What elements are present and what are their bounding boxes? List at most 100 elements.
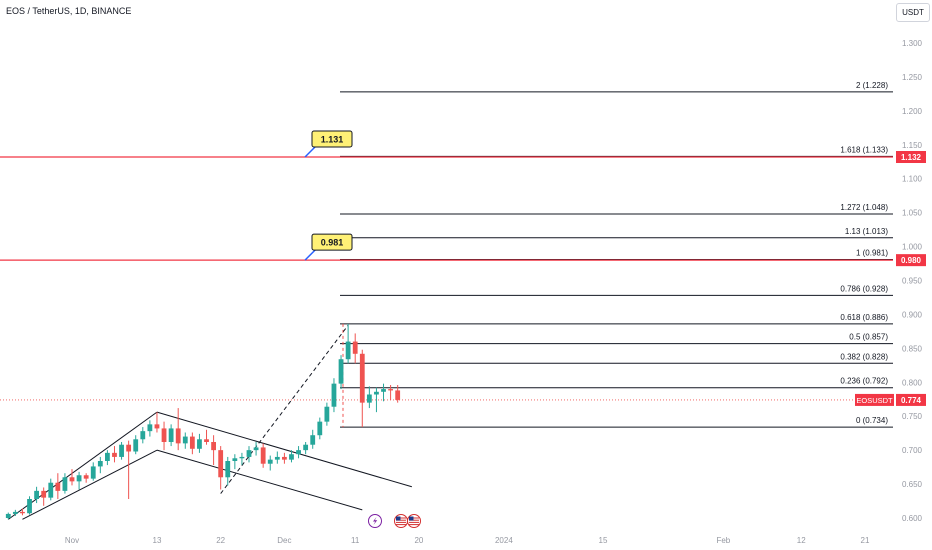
candle xyxy=(274,451,280,464)
candle-body xyxy=(359,353,365,403)
candle-body xyxy=(388,389,393,391)
candle-body xyxy=(282,456,287,460)
candle xyxy=(296,446,301,459)
candle-body xyxy=(55,482,61,491)
candle xyxy=(246,446,252,463)
candle-body xyxy=(140,431,146,440)
candle-body xyxy=(218,450,224,478)
fib-level-label: 1.272 (1.048) xyxy=(840,203,888,212)
candle xyxy=(260,443,266,468)
fib-level-label: 0.618 (0.886) xyxy=(840,313,888,322)
price-axis[interactable]: 0.600 0.650 0.700 0.750 0.800 0.850 0.900 0.950… xyxy=(902,39,923,523)
flag-icon-circle xyxy=(394,514,408,528)
candle-body xyxy=(76,475,82,482)
fib-level-label: 2 (1.228) xyxy=(856,81,888,90)
trendline xyxy=(156,449,363,511)
candle xyxy=(225,456,231,486)
candle-body xyxy=(20,511,25,514)
candle-body xyxy=(161,428,167,442)
candle xyxy=(267,455,273,471)
fib-level-label: 1 (0.981) xyxy=(856,248,888,257)
candle-body xyxy=(97,461,103,467)
candle-body xyxy=(317,421,323,436)
candle-body xyxy=(225,461,231,478)
candle xyxy=(62,473,68,494)
candle-body xyxy=(112,452,117,457)
current-price-box xyxy=(896,393,926,406)
x-tick-label: Feb xyxy=(716,536,730,545)
fib-level-label: 0 (0.734) xyxy=(856,416,888,425)
flag-canton xyxy=(409,516,414,521)
candle-body xyxy=(189,436,195,449)
candle xyxy=(381,383,386,402)
flag-icon-circle xyxy=(407,514,421,528)
candle xyxy=(133,435,139,455)
candle xyxy=(5,512,11,520)
x-tick-label: 12 xyxy=(797,536,806,545)
candle xyxy=(34,486,39,504)
time-axis[interactable]: Nov 13 22 Dec 11 20 2024 15 Feb 12 21 xyxy=(65,536,870,545)
symbol-title[interactable]: EOS / TetherUS, 1D, BINANCE xyxy=(6,6,132,16)
candle-body xyxy=(168,428,174,442)
candle xyxy=(289,450,294,463)
candle xyxy=(239,452,245,466)
y-tick-label: 1.150 xyxy=(902,141,923,150)
candle xyxy=(140,427,146,444)
fib-level-label: 0.5 (0.857) xyxy=(849,333,888,342)
candle xyxy=(359,349,365,428)
candle-body xyxy=(182,436,188,444)
fibonacci-extension[interactable]: 2 (1.228) 1.618 (1.133) 1.272 (1.048) 1.13 … xyxy=(340,81,893,428)
candlesticks[interactable] xyxy=(5,323,401,520)
candle xyxy=(20,508,25,516)
candle-body xyxy=(395,390,401,400)
candle-body xyxy=(331,383,337,407)
x-tick-label: 15 xyxy=(599,536,608,545)
candle-body xyxy=(303,444,309,451)
y-tick-label: 1.000 xyxy=(902,243,923,252)
flag-canton xyxy=(396,516,401,521)
candle xyxy=(97,456,103,474)
callout-box xyxy=(311,130,353,148)
candle xyxy=(90,462,96,481)
event-icons[interactable] xyxy=(368,514,421,528)
candle-body xyxy=(366,394,372,403)
candle xyxy=(83,473,89,483)
x-tick-label: 21 xyxy=(861,536,870,545)
callout-text: 0.981 xyxy=(321,238,344,248)
candle xyxy=(218,446,224,490)
candle-body xyxy=(133,439,139,452)
candle-body xyxy=(352,341,358,354)
candle xyxy=(119,442,124,460)
x-tick-label: 11 xyxy=(351,536,360,545)
trendline xyxy=(156,411,412,488)
candle xyxy=(189,432,195,455)
current-price-text: 0.774 xyxy=(901,396,922,405)
lightning-icon xyxy=(368,514,382,528)
candle xyxy=(197,433,202,453)
candle xyxy=(48,478,54,501)
fib-level-label: 1.618 (1.133) xyxy=(840,145,888,154)
candle xyxy=(147,420,153,437)
candle-body xyxy=(41,490,47,498)
candle xyxy=(105,450,110,466)
candle xyxy=(345,323,351,364)
candle xyxy=(76,471,82,490)
symbol-label-text: EOSUSDT xyxy=(856,396,893,405)
candle xyxy=(303,442,309,455)
trendlines[interactable] xyxy=(7,324,412,520)
y-tick-label: 1.100 xyxy=(902,175,923,184)
candle xyxy=(388,385,393,400)
symbol-label-box xyxy=(855,393,894,406)
currency-button[interactable]: USDT xyxy=(896,3,930,22)
candle xyxy=(232,454,238,470)
candle xyxy=(331,378,337,413)
x-tick-label: Dec xyxy=(277,536,291,545)
candle xyxy=(154,412,160,433)
candle-body xyxy=(62,477,68,491)
horizontal-lines[interactable]: 1.131 0.981 xyxy=(0,130,893,401)
x-tick-label: 22 xyxy=(216,536,225,545)
candle-body xyxy=(69,477,75,482)
candle xyxy=(352,333,358,364)
y-tick-label: 0.800 xyxy=(902,378,923,387)
